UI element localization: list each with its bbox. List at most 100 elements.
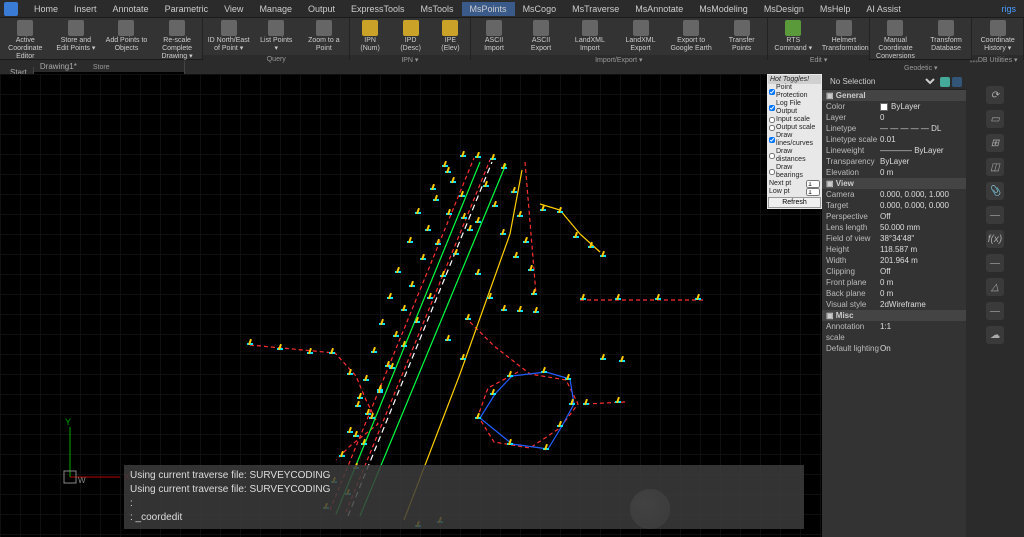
survey-point[interactable] bbox=[573, 234, 583, 240]
selection-dropdown[interactable]: No Selection bbox=[826, 76, 938, 87]
survey-point[interactable] bbox=[445, 169, 455, 175]
survey-point[interactable] bbox=[543, 446, 553, 452]
survey-point[interactable] bbox=[467, 227, 477, 233]
props-value[interactable]: 0.01 bbox=[880, 134, 962, 145]
ribbon-id-north-east-of-point-[interactable]: ID North/East of Point ▾ bbox=[203, 18, 254, 55]
tool-button[interactable]: ⟳ bbox=[986, 86, 1004, 104]
survey-point[interactable] bbox=[540, 207, 550, 213]
ribbon-re-scale-complete-drawing-[interactable]: Re-scale Complete Drawing ▾ bbox=[152, 18, 203, 63]
survey-point[interactable] bbox=[401, 307, 411, 313]
ribbon-add-points-to-objects[interactable]: Add Points to Objects bbox=[101, 18, 152, 63]
refresh-button[interactable]: Refresh bbox=[768, 197, 821, 208]
low-pt-input[interactable] bbox=[806, 188, 820, 196]
survey-point[interactable] bbox=[401, 343, 411, 349]
tool-button[interactable]: — bbox=[986, 302, 1004, 320]
ribbon-zoom-to-a-point[interactable]: Zoom to a Point bbox=[299, 18, 350, 55]
survey-point[interactable] bbox=[361, 441, 371, 447]
tool-button[interactable]: ◫ bbox=[986, 158, 1004, 176]
survey-point[interactable] bbox=[500, 231, 510, 237]
survey-point[interactable] bbox=[507, 441, 517, 447]
ribbon-manual-coordinate-conversions[interactable]: Manual Coordinate Conversions bbox=[870, 18, 921, 63]
next-pt-input[interactable] bbox=[806, 180, 820, 188]
ribbon-landxml-import[interactable]: LandXML Import bbox=[565, 18, 616, 55]
command-window[interactable]: Using current traverse file: SURVEYCODIN… bbox=[124, 465, 804, 529]
survey-point[interactable] bbox=[490, 391, 500, 397]
props-value[interactable]: ———— ByLayer bbox=[880, 145, 962, 156]
survey-point[interactable] bbox=[501, 165, 511, 171]
survey-point[interactable] bbox=[363, 377, 373, 383]
survey-point[interactable] bbox=[329, 350, 339, 356]
menu-annotate[interactable]: Annotate bbox=[105, 2, 157, 16]
survey-point[interactable] bbox=[357, 395, 367, 401]
survey-point[interactable] bbox=[517, 308, 527, 314]
menu-ai assist[interactable]: AI Assist bbox=[858, 2, 909, 16]
ribbon-ipd-desc-[interactable]: IPD (Desc) bbox=[390, 18, 431, 55]
survey-point[interactable] bbox=[459, 193, 469, 199]
survey-point[interactable] bbox=[460, 153, 470, 159]
user-badge[interactable]: rigs bbox=[1001, 4, 1024, 14]
tool-button[interactable]: f(x) bbox=[986, 230, 1004, 248]
props-value[interactable]: 201.964 m bbox=[880, 255, 962, 266]
toggle-output-scale[interactable] bbox=[769, 125, 775, 131]
survey-point[interactable] bbox=[475, 415, 485, 421]
doc-tab[interactable]: Drawing1* bbox=[34, 61, 185, 72]
survey-point[interactable] bbox=[475, 219, 485, 225]
tool-button[interactable]: — bbox=[986, 254, 1004, 272]
survey-point[interactable] bbox=[517, 213, 527, 219]
survey-point[interactable] bbox=[371, 349, 381, 355]
survey-point[interactable] bbox=[490, 156, 500, 162]
survey-point[interactable] bbox=[453, 251, 463, 257]
survey-point[interactable] bbox=[492, 203, 502, 209]
props-value[interactable]: — — — — — DL bbox=[880, 123, 962, 134]
survey-point[interactable] bbox=[533, 309, 543, 315]
props-value[interactable]: 0 m bbox=[880, 277, 962, 288]
props-value[interactable]: 0 m bbox=[880, 167, 962, 178]
menu-msannotate[interactable]: MsAnnotate bbox=[627, 2, 691, 16]
survey-point[interactable] bbox=[409, 283, 419, 289]
ribbon-ipn-num-[interactable]: IPN (Num) bbox=[350, 18, 390, 55]
survey-point[interactable] bbox=[588, 244, 598, 250]
survey-point[interactable] bbox=[569, 401, 579, 407]
toggle-draw-lines-curves[interactable] bbox=[769, 137, 775, 143]
survey-point[interactable] bbox=[415, 210, 425, 216]
survey-point[interactable] bbox=[501, 307, 511, 313]
menu-view[interactable]: View bbox=[216, 2, 251, 16]
survey-point[interactable] bbox=[475, 154, 485, 160]
ribbon-export-to-google-earth[interactable]: Export to Google Earth bbox=[666, 18, 717, 55]
survey-point[interactable] bbox=[528, 267, 538, 273]
survey-point[interactable] bbox=[487, 295, 497, 301]
props-value[interactable]: 0 bbox=[880, 112, 962, 123]
survey-point[interactable] bbox=[531, 291, 541, 297]
survey-point[interactable] bbox=[355, 403, 365, 409]
props-section-view[interactable]: ▣ View bbox=[822, 178, 966, 189]
survey-point[interactable] bbox=[580, 296, 590, 302]
menu-mstools[interactable]: MsTools bbox=[413, 2, 462, 16]
props-section-misc[interactable]: ▣ Misc bbox=[822, 310, 966, 321]
survey-point[interactable] bbox=[277, 346, 287, 352]
survey-point[interactable] bbox=[425, 227, 435, 233]
tool-button[interactable]: — bbox=[986, 206, 1004, 224]
menu-mscogo[interactable]: MsCogo bbox=[515, 2, 565, 16]
ribbon-transfer-points[interactable]: Transfer Points bbox=[716, 18, 767, 55]
survey-point[interactable] bbox=[393, 333, 403, 339]
survey-point[interactable] bbox=[387, 295, 397, 301]
survey-point[interactable] bbox=[483, 183, 493, 189]
props-value[interactable]: 0.000, 0.000, 1.000 bbox=[880, 189, 962, 200]
survey-point[interactable] bbox=[583, 401, 593, 407]
survey-point[interactable] bbox=[414, 319, 424, 325]
survey-point[interactable] bbox=[379, 321, 389, 327]
ribbon-ascii-import[interactable]: ASCII Import bbox=[471, 18, 518, 55]
ribbon-ipe-elev-[interactable]: IPE (Elev) bbox=[431, 18, 469, 55]
survey-point[interactable] bbox=[507, 373, 517, 379]
menu-mspoints[interactable]: MsPoints bbox=[462, 2, 515, 16]
survey-point[interactable] bbox=[513, 254, 523, 260]
ribbon-store-and-edit-points-[interactable]: Store and Edit Points ▾ bbox=[51, 18, 102, 63]
survey-point[interactable] bbox=[557, 209, 567, 215]
survey-point[interactable] bbox=[460, 356, 470, 362]
menu-insert[interactable]: Insert bbox=[66, 2, 105, 16]
survey-point[interactable] bbox=[446, 211, 456, 217]
survey-point[interactable] bbox=[695, 296, 705, 302]
props-value[interactable]: 0.000, 0.000, 0.000 bbox=[880, 200, 962, 211]
survey-point[interactable] bbox=[347, 371, 357, 377]
tool-button[interactable]: 📎 bbox=[986, 182, 1004, 200]
